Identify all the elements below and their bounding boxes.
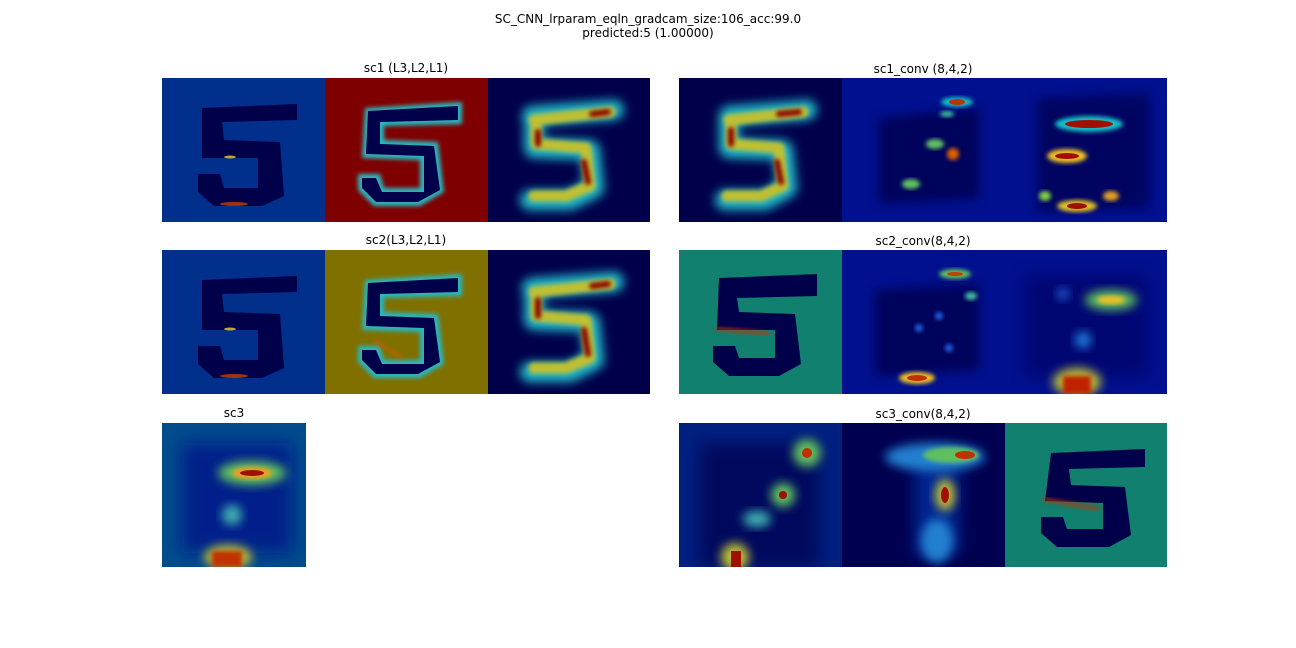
figure-title: SC_CNN_lrparam_eqln_gradcam_size:106_acc… xyxy=(0,12,1296,40)
figure-title-line1: SC_CNN_lrparam_eqln_gradcam_size:106_acc… xyxy=(494,12,802,26)
sc2-l2-map xyxy=(325,250,488,394)
sc2-conv-2-map xyxy=(1005,250,1167,394)
sc3-conv-panel xyxy=(679,423,1167,567)
sc3-conv-2-map xyxy=(1005,423,1167,567)
sc1-title: sc1 (L3,L2,L1) xyxy=(363,61,449,75)
sc1-conv-4-map xyxy=(842,78,1005,222)
sc1-conv-title: sc1_conv (8,4,2) xyxy=(873,62,973,76)
sc1-panel xyxy=(162,78,650,222)
sc1-conv-panel xyxy=(679,78,1167,222)
sc2-conv-title: sc2_conv(8,4,2) xyxy=(875,234,971,248)
sc2-conv-8-map xyxy=(679,250,842,394)
sc2-panel xyxy=(162,250,650,394)
sc1-l1-map xyxy=(488,78,650,222)
sc1-conv-8-map xyxy=(679,78,842,222)
sc1-l3-map xyxy=(162,78,325,222)
sc2-title: sc2(L3,L2,L1) xyxy=(365,233,447,247)
sc3-panel xyxy=(162,423,306,567)
sc2-conv-4-map xyxy=(842,250,1005,394)
sc3-conv-4-map xyxy=(842,423,1005,567)
sc3-map xyxy=(162,423,306,567)
sc1-conv-2-map xyxy=(1005,78,1167,222)
sc2-l3-map xyxy=(162,250,325,394)
sc3-conv-8-map xyxy=(679,423,842,567)
sc2-conv-panel xyxy=(679,250,1167,394)
sc1-l2-map xyxy=(325,78,488,222)
figure-title-line2: predicted:5 (1.00000) xyxy=(582,26,714,40)
sc3-title: sc3 xyxy=(223,406,245,420)
sc2-l1-map xyxy=(488,250,650,394)
sc3-conv-title: sc3_conv(8,4,2) xyxy=(875,407,971,421)
